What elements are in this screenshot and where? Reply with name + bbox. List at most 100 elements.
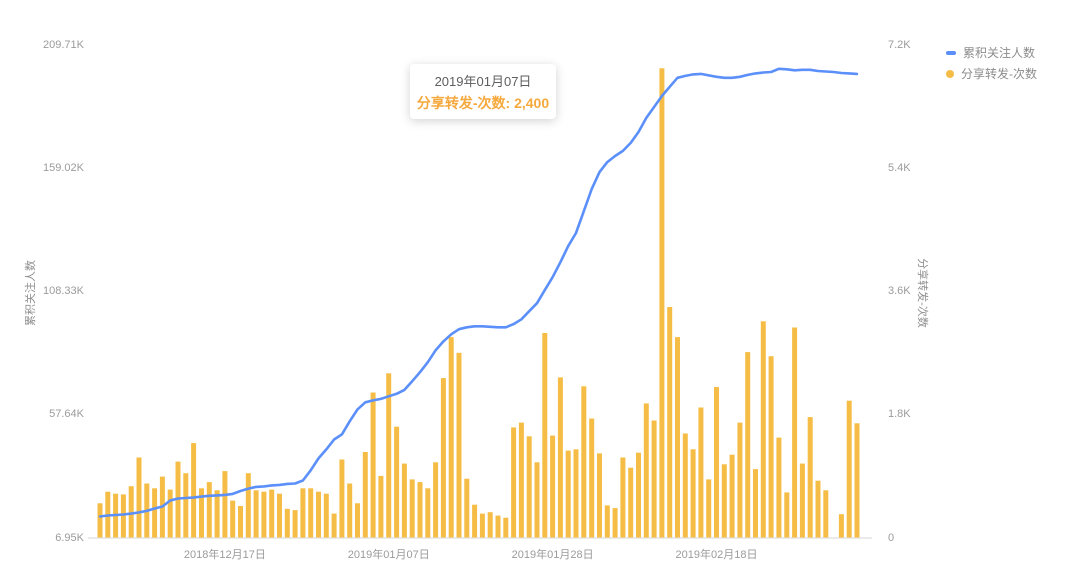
bar[interactable]	[456, 352, 462, 538]
bar[interactable]	[417, 482, 423, 538]
bar[interactable]	[838, 514, 844, 538]
bar[interactable]	[612, 508, 618, 538]
bar[interactable]	[589, 418, 595, 538]
bar[interactable]	[792, 327, 798, 538]
bar[interactable]	[729, 454, 735, 538]
bar[interactable]	[643, 403, 649, 538]
bar[interactable]	[565, 450, 571, 538]
bar[interactable]	[401, 463, 407, 538]
bar[interactable]	[167, 489, 173, 538]
bar[interactable]	[518, 422, 524, 538]
bar[interactable]	[300, 488, 306, 538]
bar[interactable]	[682, 433, 688, 538]
bar[interactable]	[479, 513, 485, 538]
bar[interactable]	[97, 503, 103, 538]
bar[interactable]	[534, 462, 540, 538]
bar[interactable]	[222, 471, 228, 538]
bar[interactable]	[440, 378, 446, 538]
bar[interactable]	[667, 307, 673, 538]
bar[interactable]	[760, 321, 766, 538]
bar[interactable]	[448, 337, 454, 538]
line-series[interactable]	[98, 67, 859, 518]
bar[interactable]	[245, 473, 251, 538]
bar[interactable]	[370, 392, 376, 538]
bar[interactable]	[261, 491, 267, 538]
bar[interactable]	[745, 352, 751, 538]
bar[interactable]	[347, 483, 353, 538]
bar[interactable]	[823, 490, 829, 538]
bar[interactable]	[550, 435, 556, 538]
bar[interactable]	[308, 488, 314, 538]
right-axis-tick-label: 0	[888, 531, 895, 544]
bar[interactable]	[230, 500, 236, 538]
bar[interactable]	[253, 490, 259, 538]
bar[interactable]	[557, 377, 563, 538]
bar[interactable]	[542, 333, 548, 538]
bar[interactable]	[651, 420, 657, 538]
bar[interactable]	[784, 492, 790, 538]
bar[interactable]	[581, 386, 587, 538]
bar[interactable]	[339, 459, 345, 538]
bar[interactable]	[378, 475, 384, 538]
bar[interactable]	[323, 493, 329, 538]
right-axis-tick-label: 3.6K	[888, 285, 911, 298]
bar[interactable]	[425, 488, 431, 538]
bar[interactable]	[815, 480, 821, 538]
legend-item-followers[interactable]: 累积关注人数	[946, 44, 1037, 61]
bar[interactable]	[433, 462, 439, 538]
bar[interactable]	[495, 515, 501, 538]
bar[interactable]	[636, 452, 641, 538]
bar[interactable]	[206, 482, 212, 538]
bar[interactable]	[292, 510, 298, 538]
bar[interactable]	[737, 422, 743, 538]
bar[interactable]	[136, 457, 142, 538]
bar[interactable]	[698, 407, 704, 538]
bar[interactable]	[846, 400, 852, 538]
bar[interactable]	[238, 506, 243, 538]
bar[interactable]	[675, 337, 680, 538]
bar[interactable]	[214, 490, 220, 538]
bar[interactable]	[659, 68, 665, 538]
bar[interactable]	[573, 449, 579, 538]
bar[interactable]	[277, 493, 282, 538]
bar[interactable]	[183, 473, 189, 538]
x-axis-tick-label: 2019年01月07日	[347, 549, 430, 561]
bar[interactable]	[386, 373, 392, 538]
legend-item-shares[interactable]: 分享转发-次数	[946, 65, 1037, 82]
bar[interactable]	[799, 463, 805, 538]
bar[interactable]	[511, 427, 517, 538]
bar[interactable]	[487, 512, 493, 538]
bar[interactable]	[854, 423, 860, 538]
bar[interactable]	[120, 494, 126, 538]
bar[interactable]	[355, 503, 360, 538]
bar[interactable]	[526, 436, 532, 538]
bar[interactable]	[128, 486, 134, 538]
bar[interactable]	[776, 437, 782, 538]
right-axis-tick-label: 1.8K	[888, 408, 911, 421]
bar[interactable]	[199, 488, 204, 538]
bar[interactable]	[152, 488, 158, 538]
bar[interactable]	[503, 517, 509, 538]
bar[interactable]	[768, 356, 774, 538]
bar[interactable]	[464, 478, 470, 538]
bar[interactable]	[597, 453, 602, 538]
bar[interactable]	[807, 417, 813, 538]
bar[interactable]	[706, 479, 712, 538]
bar[interactable]	[753, 469, 758, 538]
bar[interactable]	[472, 504, 478, 538]
bar[interactable]	[316, 491, 321, 538]
bar[interactable]	[714, 387, 719, 538]
bar[interactable]	[604, 505, 610, 538]
bar[interactable]	[284, 508, 290, 538]
bar[interactable]	[269, 489, 275, 538]
bar[interactable]	[331, 513, 337, 538]
bar[interactable]	[191, 443, 197, 538]
bar[interactable]	[690, 449, 696, 538]
bar[interactable]	[628, 467, 634, 538]
bar[interactable]	[721, 464, 727, 538]
bar[interactable]	[394, 426, 400, 538]
bar[interactable]	[409, 479, 415, 538]
bar[interactable]	[620, 457, 626, 538]
bar[interactable]	[362, 452, 368, 538]
